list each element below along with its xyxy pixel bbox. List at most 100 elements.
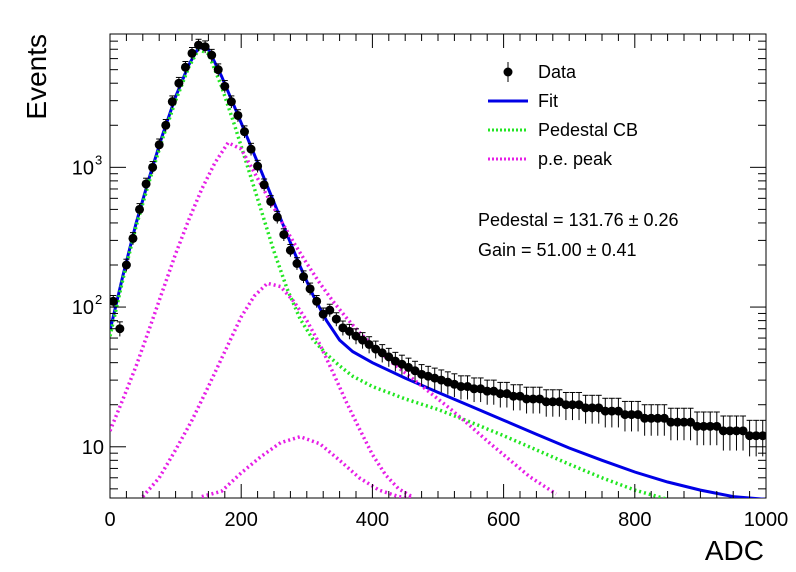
data-point [246, 144, 256, 154]
x-tick-label: 600 [487, 509, 520, 531]
series-p-e-peak-3 [201, 434, 412, 498]
data-point [180, 62, 190, 72]
data-point [666, 417, 676, 427]
data-point [627, 410, 637, 420]
data-point [469, 384, 479, 394]
data-point [128, 233, 138, 243]
data-point [154, 140, 164, 150]
data-point [239, 127, 249, 137]
data-point [331, 314, 341, 324]
chart-marks [110, 38, 766, 498]
data-point [456, 382, 466, 392]
x-tick-label: 200 [225, 509, 258, 531]
legend-swatch-marker [503, 67, 513, 77]
data-point [312, 296, 322, 306]
data-point [200, 42, 210, 52]
data-point [233, 110, 243, 120]
data-point [325, 305, 335, 315]
data-point [358, 335, 368, 345]
data-point [110, 296, 118, 306]
data-point [305, 284, 315, 294]
data-point [141, 179, 151, 189]
data-point [318, 309, 328, 319]
data-point [266, 196, 276, 206]
data-point [292, 258, 302, 268]
data-point [679, 417, 689, 427]
legend-label: Pedestal CB [538, 120, 638, 140]
data-point [751, 431, 761, 441]
data-point [279, 230, 289, 240]
data-point [495, 389, 505, 399]
legend: Data Fit Pedestal CB p.e. peak [488, 62, 638, 169]
x-tick-label: 400 [356, 509, 389, 531]
data-point [253, 161, 263, 171]
series-pedestal-cb [110, 47, 669, 498]
data-point [371, 344, 381, 354]
y-tick-label: 10 [82, 437, 104, 459]
annotation-pedestal: Pedestal = 131.76 ± 0.26 [478, 210, 679, 230]
data-point [187, 48, 197, 58]
series-p-e-peak-2 [141, 281, 413, 498]
data-point [508, 391, 518, 401]
data-point [587, 403, 597, 413]
data-point [161, 120, 171, 130]
x-tick-label: 800 [618, 509, 651, 531]
y-tick-exponent: 2 [95, 292, 102, 307]
data-point [653, 413, 663, 423]
series-fit [110, 45, 766, 498]
data-point [115, 324, 125, 334]
plot-area [110, 38, 766, 498]
data-point [135, 204, 145, 214]
x-tick-label: 1000 [744, 509, 789, 531]
annotation-gain: Gain = 51.00 ± 0.41 [478, 240, 637, 260]
y-tick-label: 10 [72, 157, 94, 179]
legend-label: p.e. peak [538, 149, 613, 169]
data-point [207, 50, 217, 60]
data-point [646, 413, 656, 423]
legend-item-pedestal-cb: Pedestal CB [488, 120, 638, 140]
data-point [640, 413, 650, 423]
data-point [213, 65, 223, 75]
data-point [259, 180, 269, 190]
data-point [174, 78, 184, 88]
series-p-e-peak-1 [110, 140, 558, 496]
data-point [482, 386, 492, 396]
data-point [758, 431, 766, 441]
data-point [633, 410, 643, 420]
data-point [272, 212, 282, 222]
data-point [384, 352, 394, 362]
data-point [561, 400, 571, 410]
data-point [692, 421, 702, 431]
data-point [299, 272, 309, 282]
data-point [712, 421, 722, 431]
data-point [541, 397, 551, 407]
data-point [659, 413, 669, 423]
legend-item-p-e-peak: p.e. peak [488, 149, 613, 169]
data-point [672, 417, 682, 427]
legend-label: Fit [538, 91, 558, 111]
data-point [285, 245, 295, 255]
data-point [607, 406, 617, 416]
data-point [705, 421, 715, 431]
legend-label: Data [538, 62, 577, 82]
data-point [745, 431, 755, 441]
y-tick-exponent: 3 [95, 152, 102, 167]
x-axis-title: ADC [705, 535, 764, 566]
data-point [377, 348, 387, 358]
series-data [110, 38, 766, 457]
data-point [699, 421, 709, 431]
x-tick-label: 0 [104, 509, 115, 531]
data-point [548, 397, 558, 407]
data-point [528, 394, 538, 404]
data-point [738, 426, 748, 436]
y-axis-title: Events [21, 34, 52, 120]
legend-item-data: Data [503, 62, 577, 82]
data-point [148, 162, 158, 172]
data-point [410, 366, 420, 376]
data-point [364, 339, 374, 349]
data-point [121, 260, 131, 270]
data-point [731, 426, 741, 436]
data-point [600, 406, 610, 416]
